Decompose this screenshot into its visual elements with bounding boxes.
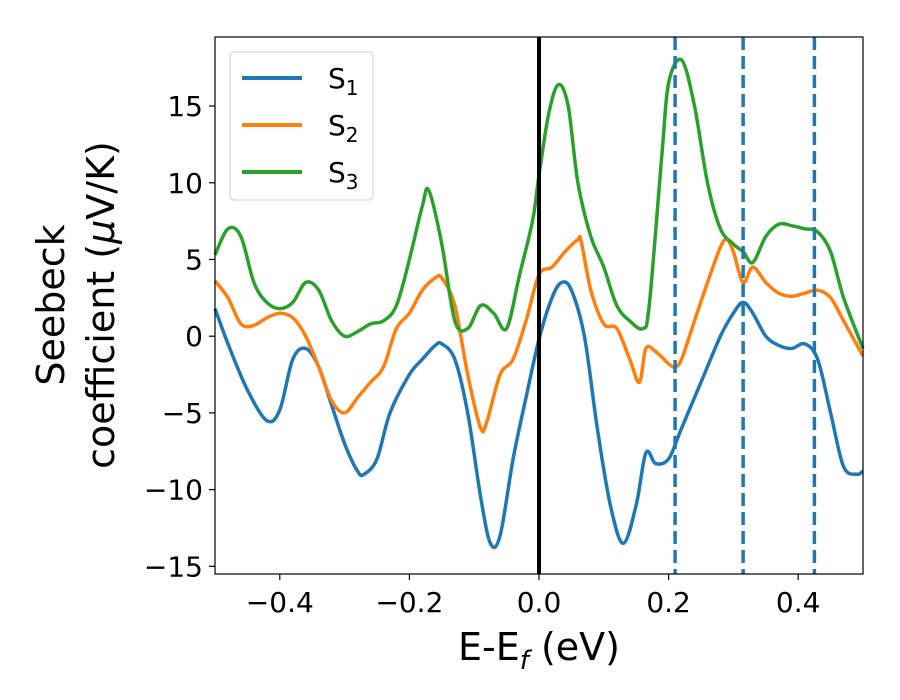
legend-label-s1: S1 xyxy=(328,62,359,100)
x-tick-label: −0.2 xyxy=(375,586,443,619)
x-tick-label: 0.0 xyxy=(517,586,562,619)
y-tick-label: −5 xyxy=(162,397,203,430)
x-tick-label: 0.2 xyxy=(646,586,691,619)
y-tick-label: −15 xyxy=(144,550,203,583)
vertical-lines-layer xyxy=(537,37,817,574)
y-tick-label: −10 xyxy=(144,474,203,507)
x-axis-label: E-Ef (eV) xyxy=(458,625,620,676)
y-tick-label: 5 xyxy=(185,243,203,276)
y-axis-label-line2: coefficient (μV/K) xyxy=(79,141,123,469)
x-tick-label: −0.4 xyxy=(246,586,314,619)
legend: S1 S2 S3 xyxy=(229,51,374,201)
x-ticks: −0.4 −0.2 0.0 0.2 0.4 xyxy=(246,574,821,619)
y-axis-label-line1: Seebeck xyxy=(29,224,73,385)
y-ticks: −15 −10 −5 0 5 10 15 xyxy=(144,90,215,583)
y-tick-label: 0 xyxy=(185,320,203,353)
series-line-s1 xyxy=(213,280,864,550)
x-tick-label: 0.4 xyxy=(776,586,821,619)
series-line-s2 xyxy=(213,234,865,434)
y-axis-label: Seebeck coefficient (μV/K) xyxy=(29,141,123,469)
y-tick-label: 15 xyxy=(167,90,203,123)
legend-label-s2: S2 xyxy=(328,109,359,147)
legend-label-s3: S3 xyxy=(328,156,359,194)
y-tick-label: 10 xyxy=(167,167,203,200)
